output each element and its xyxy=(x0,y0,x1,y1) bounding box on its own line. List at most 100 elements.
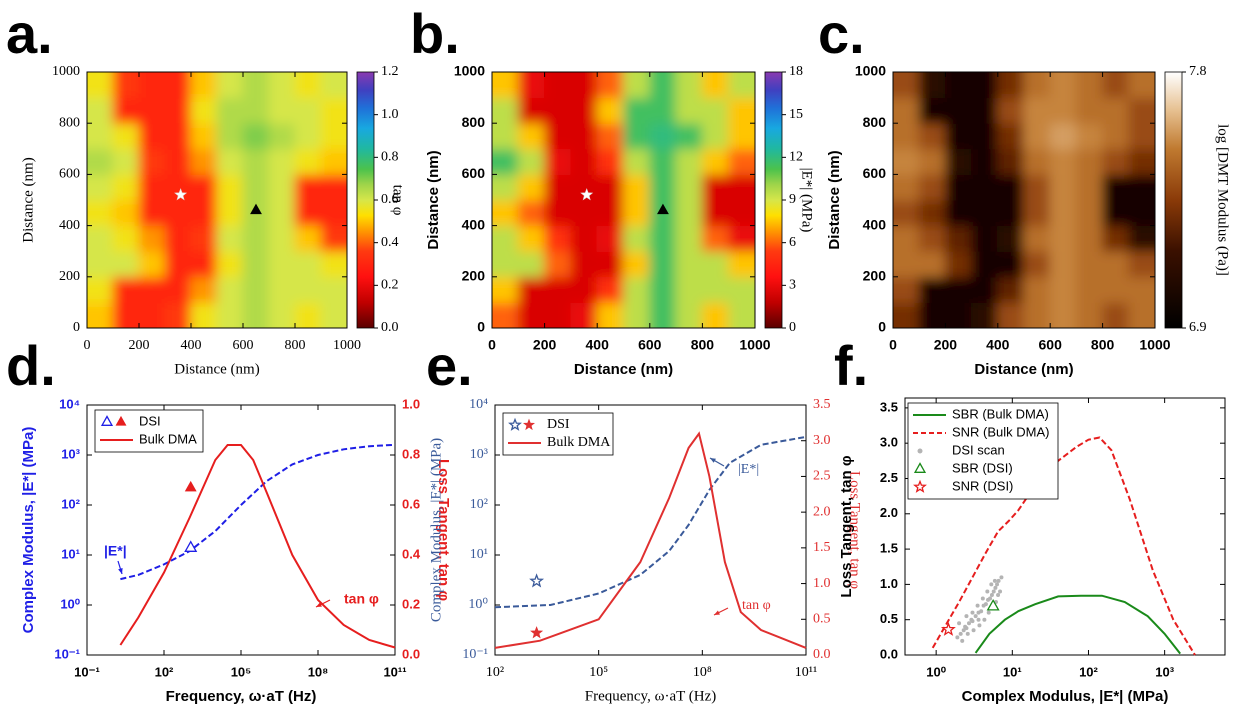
heat-cell xyxy=(675,148,703,175)
y-tick-label: 1000 xyxy=(454,63,485,79)
heat-cell xyxy=(1049,97,1077,124)
heat-cell xyxy=(728,122,755,150)
heat-cell xyxy=(623,301,651,328)
heatmap xyxy=(893,72,1155,328)
y2-tick-label: 0.6 xyxy=(402,496,420,511)
colorbar-tick-label: 0.0 xyxy=(381,320,399,335)
heat-cell xyxy=(596,122,624,150)
x-tick-label: 10⁻¹ xyxy=(74,664,100,679)
heat-cell xyxy=(1102,72,1130,99)
colorbar-tick-label: 6 xyxy=(789,235,796,250)
heat-cell xyxy=(623,276,651,303)
heat-cell xyxy=(268,97,296,124)
panel: f. 10⁰ 10¹ 10² 10³ 0.0 0.5 1.0 1.5 2.0 2.5 3.0 3.5 Co… xyxy=(834,334,1226,705)
colorbar-tick-label: 0.2 xyxy=(381,278,399,293)
legend-box xyxy=(907,402,1059,500)
heat-cell xyxy=(1102,148,1130,175)
heat-cell xyxy=(242,97,270,124)
heat-cell xyxy=(190,199,218,227)
heat-cell xyxy=(1128,250,1155,278)
heat-cell xyxy=(268,276,296,303)
scatter-dot xyxy=(964,626,969,631)
x-tick-label: 10⁵ xyxy=(589,665,608,680)
heat-cell xyxy=(649,173,677,201)
scatter-dot xyxy=(982,617,987,622)
heat-cell xyxy=(1075,225,1104,252)
x-tick-label: 200 xyxy=(533,337,557,353)
x-tick-label: 10² xyxy=(155,664,174,679)
heat-cell xyxy=(1049,301,1077,328)
heat-cell xyxy=(728,199,755,227)
panel-label: f. xyxy=(834,334,868,397)
arrow-head xyxy=(316,602,322,607)
triangle-marker xyxy=(657,203,669,215)
y-tick-label: 800 xyxy=(462,114,486,130)
heat-cell xyxy=(893,148,920,175)
heat-cell xyxy=(320,122,347,150)
heatmap xyxy=(492,72,755,328)
heat-cell xyxy=(112,148,140,175)
heat-cell xyxy=(649,276,677,303)
colorbar-label: log [DMT Modulus (Pa)] xyxy=(1215,124,1231,276)
y-axis-label: Distance (nm) xyxy=(20,157,36,242)
y2-tick-label: 0.5 xyxy=(813,612,831,627)
heat-cell xyxy=(1049,199,1077,227)
heat-cell xyxy=(517,148,546,175)
heat-cell xyxy=(918,72,946,99)
heat-cell xyxy=(701,199,730,227)
heat-cell xyxy=(1102,173,1130,201)
heat-cell xyxy=(517,173,546,201)
heat-cell xyxy=(1023,148,1051,175)
scatter-dot xyxy=(996,592,1001,597)
heat-cell xyxy=(138,72,166,99)
heat-cell xyxy=(728,173,755,201)
heat-cell xyxy=(596,301,624,328)
heat-cell xyxy=(1075,276,1104,303)
scatter-dot xyxy=(960,638,965,643)
heat-cell xyxy=(1128,173,1155,201)
heat-cell xyxy=(997,225,1025,252)
heat-cell xyxy=(544,72,572,99)
x-tick-label: 10¹ xyxy=(1003,664,1022,679)
heat-cell xyxy=(728,148,755,175)
x-tick-label: 200 xyxy=(129,338,150,353)
heat-cell xyxy=(138,276,166,303)
x-tick-label: 800 xyxy=(285,338,306,353)
heat-cell xyxy=(728,250,755,278)
heat-cell xyxy=(570,276,598,303)
heat-cell xyxy=(294,199,322,227)
heat-cell xyxy=(649,148,677,175)
heat-cell xyxy=(138,250,166,278)
heat-cell xyxy=(675,225,703,252)
heat-cell xyxy=(87,173,114,201)
heat-cell xyxy=(138,148,166,175)
y-tick-label: 2.0 xyxy=(880,505,898,520)
heat-cell xyxy=(268,72,296,99)
heat-cell xyxy=(971,250,999,278)
heat-cell xyxy=(944,97,973,124)
heat-cell xyxy=(1102,97,1130,124)
y-axis-label: Complex Modulus, |E*| (MPa) xyxy=(20,427,37,634)
heat-cell xyxy=(492,301,519,328)
y-tick-label: 10⁻¹ xyxy=(54,646,80,661)
legend-label: SBR (DSI) xyxy=(952,460,1013,475)
heat-cell xyxy=(268,225,296,252)
heat-cell xyxy=(649,250,677,278)
panel-label: b. xyxy=(410,2,460,65)
heat-cell xyxy=(87,97,114,124)
y2-tick-label: 2.0 xyxy=(813,504,831,519)
data-line xyxy=(494,431,807,649)
heat-cell xyxy=(216,122,244,150)
heat-cell xyxy=(971,122,999,150)
y-tick-label: 600 xyxy=(59,167,80,182)
heat-cell xyxy=(623,225,651,252)
heat-cell xyxy=(544,122,572,150)
legend-label: Bulk DMA xyxy=(139,431,197,446)
panel-label: a. xyxy=(6,2,53,65)
heat-cell xyxy=(1023,276,1051,303)
heat-cell xyxy=(190,301,218,328)
x-tick-label: 1000 xyxy=(333,338,361,353)
heat-cell xyxy=(112,199,140,227)
panel: e. 10² 10⁵ 10⁸ 10¹¹ 10⁻¹ 10⁰ 10¹ 10² 10³ 10⁴ Freque… xyxy=(426,334,863,705)
